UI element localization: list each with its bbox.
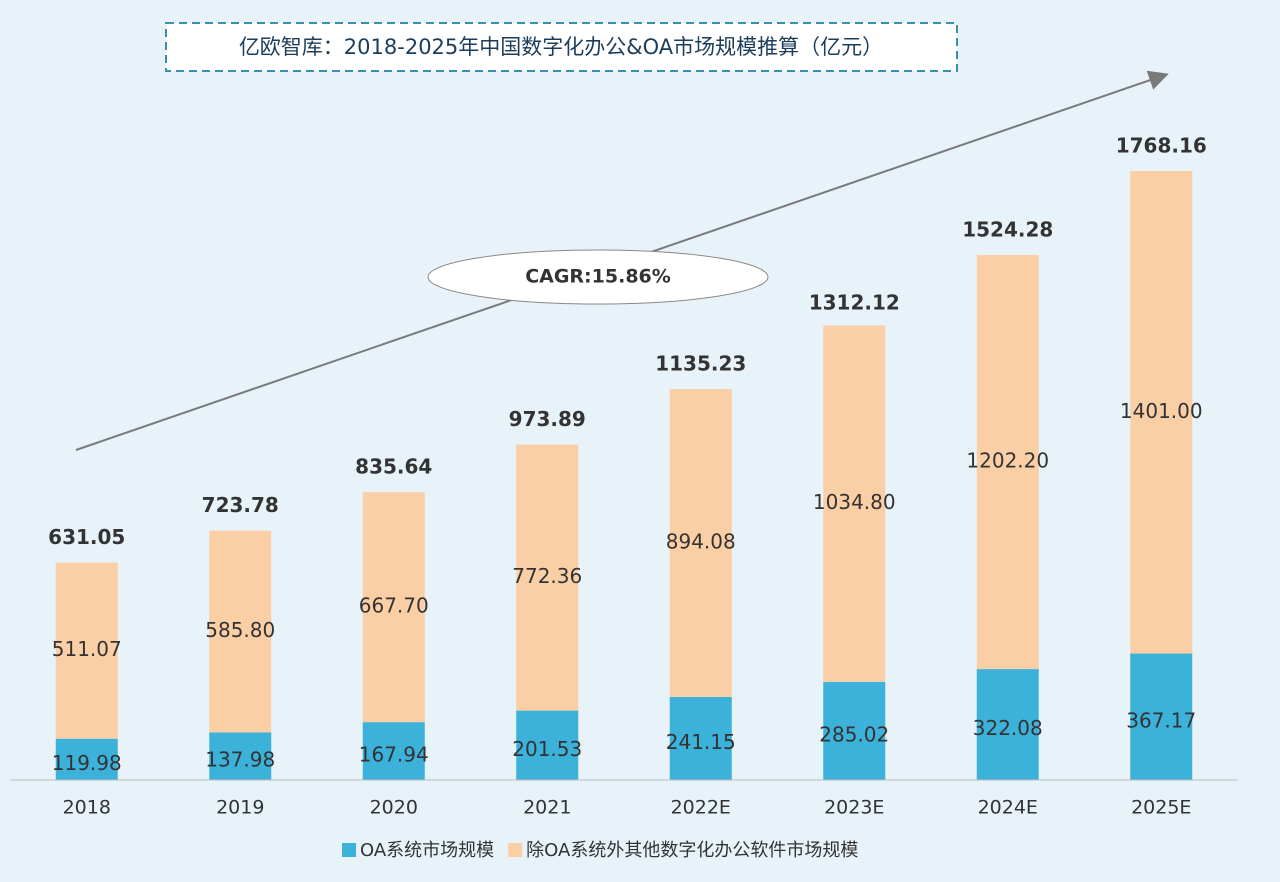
x-tick-label: 2020 (370, 797, 418, 819)
value-label: 1202.20 (966, 449, 1049, 473)
value-label: 585.80 (205, 618, 275, 642)
bar-segment (823, 325, 886, 682)
x-tick-label: 2021 (523, 797, 571, 819)
annotation-ellipse (427, 249, 769, 305)
value-label: 285.02 (819, 722, 889, 746)
value-label: 367.17 (1126, 708, 1196, 732)
x-tick-label: 2019 (216, 797, 264, 819)
legend-label: 除OA系统外其他数字化办公软件市场规模 (526, 840, 858, 861)
value-label: 201.53 (512, 737, 582, 761)
value-label: 322.08 (973, 716, 1043, 740)
total-label: 1312.12 (809, 291, 900, 315)
total-label: 1135.23 (655, 352, 746, 376)
bar-segment (669, 696, 732, 780)
value-label: 772.36 (512, 564, 582, 588)
total-label: 631.05 (48, 525, 125, 549)
bar-segment (1130, 653, 1193, 780)
value-label: 167.94 (359, 743, 429, 767)
value-label: 1401.00 (1120, 399, 1203, 423)
value-label: 137.98 (205, 748, 275, 772)
bar-segment (669, 389, 732, 697)
annotation: CAGR:15.86% (525, 266, 671, 288)
total-label: 1524.28 (962, 218, 1053, 242)
bar-segment (1130, 171, 1193, 654)
chart-title: 亿欧智库：2018-2025年中国数字化办公&OA市场规模推算（亿元） (239, 35, 883, 59)
bar-segment (55, 562, 118, 739)
value-label: 511.07 (52, 637, 122, 661)
x-tick-label: 2025E (1131, 797, 1191, 819)
value-label: 241.15 (666, 730, 736, 754)
total-label: 1768.16 (1116, 134, 1207, 158)
x-tick-label: 2018 (63, 797, 111, 819)
bar-segment (209, 732, 272, 780)
bar-segment (516, 710, 579, 780)
value-label: 667.70 (359, 594, 429, 618)
value-label: 119.98 (52, 751, 122, 775)
value-label: 1034.80 (813, 490, 896, 514)
x-tick-label: 2024E (978, 797, 1038, 819)
bar-segment (209, 530, 272, 733)
total-label: 835.64 (355, 455, 432, 479)
title-box (165, 22, 958, 72)
bar-segment (976, 255, 1039, 670)
bar-segment (55, 738, 118, 780)
bar-segment (362, 492, 425, 723)
bar-segment (362, 722, 425, 780)
legend-swatch (508, 843, 523, 857)
legend-label: OA系统市场规模 (360, 840, 494, 861)
value-label: 894.08 (666, 529, 736, 553)
total-label: 973.89 (509, 407, 586, 431)
total-label: 723.78 (202, 493, 279, 517)
bar-segment (823, 681, 886, 780)
bar-segment (516, 444, 579, 711)
bar-segment (976, 669, 1039, 780)
x-tick-label: 2023E (824, 797, 884, 819)
x-tick-label: 2022E (671, 797, 731, 819)
legend-swatch (342, 843, 356, 857)
